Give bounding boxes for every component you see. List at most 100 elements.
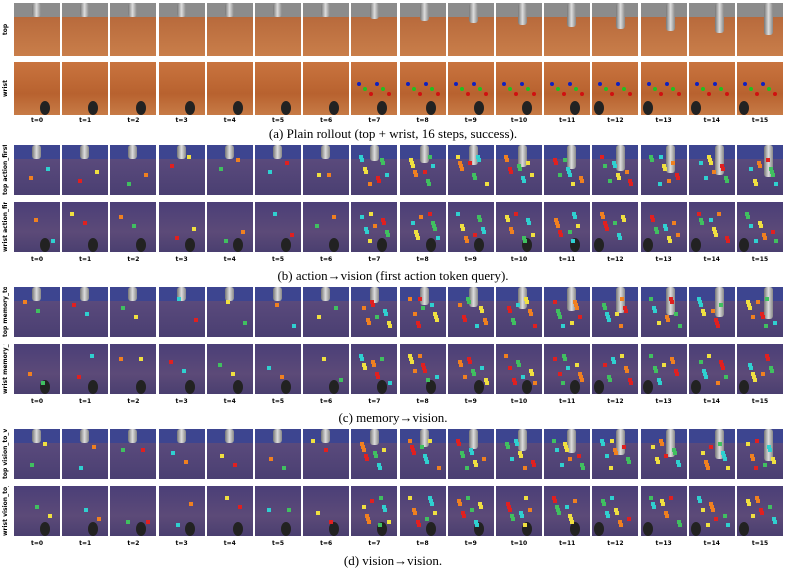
attention-cell [761,372,765,376]
object [502,82,506,86]
attention-cell [622,445,627,449]
attention-cell [570,520,575,524]
time-label: t=1 [79,540,92,547]
attention-cell [407,297,412,301]
gripper [473,522,484,536]
frame-image [255,486,301,536]
gripper [88,101,99,115]
attention-cell [769,366,773,370]
attention-cell [385,230,390,234]
attention-cell [747,502,751,506]
attention-cell [339,378,344,382]
time-label: t=12 [607,398,624,405]
attention-cell [375,372,380,376]
attention-cell [29,176,33,180]
attention-cell [627,517,632,521]
attention-cell [565,505,570,509]
gripper [377,380,388,394]
attention-cell [462,375,467,379]
time-label: t=7 [368,256,381,263]
frame-image [110,145,157,195]
attention-cell [760,511,764,515]
attention-cell [718,303,723,307]
gripper [473,238,484,252]
attention-cell [748,363,752,367]
frame-image [351,486,398,536]
attention-cell [83,221,88,225]
attention-cell [745,212,749,216]
attention-cell [660,502,665,506]
attention-cell [373,451,378,455]
time-label: t=6 [320,398,333,405]
object [363,87,368,91]
attention-cell [174,236,179,240]
attention-cell [411,508,416,512]
attention-cell [526,218,530,222]
time-label: t=0 [30,117,44,124]
robot-arm [176,287,186,301]
object [755,92,759,96]
attention-cell [774,239,778,243]
gripper [88,522,99,536]
attention-cell [362,505,367,509]
attention-cell [526,161,530,165]
attention-cell [474,523,479,527]
attention-cell [425,179,430,183]
attention-cell [479,309,484,313]
frame-image [255,145,301,195]
attention-cell [568,514,573,518]
attention-cell [675,460,680,464]
attention-cell [460,454,465,458]
frame-image [351,287,398,337]
attention-cell [676,463,681,467]
row-label: wrist vision_to_vision [2,486,9,536]
attention-cell [561,324,566,328]
attention-cell [600,155,605,159]
frame-image [640,486,687,536]
row-label: top [2,23,9,36]
robot-arm [32,3,41,17]
attention-cell [698,303,703,307]
attention-cell [577,454,582,458]
attention-cell [476,215,481,219]
attention-cell [420,363,425,367]
attention-cell [766,357,770,361]
attention-cell [434,318,439,322]
frame-image [206,145,253,195]
attention-cell [506,502,510,506]
attention-cell [97,517,102,521]
gripper [281,380,291,394]
attention-cell [717,442,722,446]
attention-cell [720,167,725,171]
time-label: t=4 [223,398,236,405]
time-label: t=7 [368,117,381,124]
attention-cell [412,170,417,174]
attention-cell [409,360,414,364]
object [580,92,585,96]
time-label: t=6 [320,117,333,124]
attention-cell [175,523,180,527]
attention-cell [754,182,758,186]
time-label: t=15 [751,117,769,124]
gripper [40,101,50,115]
attention-cell [431,224,436,228]
attention-cell [553,357,558,361]
time-label: t=2 [127,117,140,124]
gripper [642,522,653,536]
attention-cell [713,318,718,322]
attention-cell [520,514,524,518]
robot-arm [567,287,577,311]
attention-cell [658,439,663,443]
attention-cell [429,502,434,506]
gripper [88,380,99,394]
attention-cell [661,363,666,367]
attention-cell [388,381,393,385]
attention-cell [381,161,386,165]
time-label: t=12 [607,117,624,124]
frame-image [62,344,109,394]
attention-cell [773,321,777,325]
attention-cell [705,466,710,470]
attention-cell [364,170,369,174]
attention-cell [366,318,371,322]
robot-arm [665,429,675,457]
